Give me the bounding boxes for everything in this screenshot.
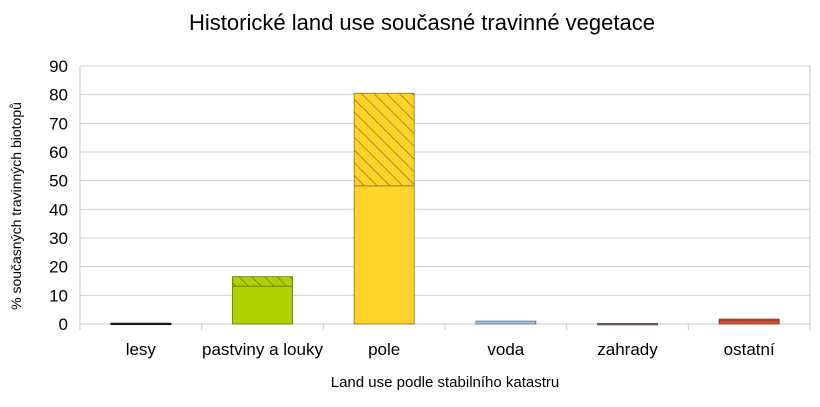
bar-solid-2	[232, 285, 293, 325]
bar-solid-4	[475, 320, 537, 325]
y-tick-label: 30	[49, 229, 68, 248]
y-tick-label: 10	[49, 286, 68, 305]
x-tick-label: ostatní	[724, 340, 775, 359]
y-tick-label: 90	[49, 57, 68, 76]
y-tick-label: 0	[59, 315, 68, 334]
bars	[110, 92, 780, 326]
bar-hatched-6	[718, 318, 780, 322]
x-axis-label: Land use podle stabilního katastru	[331, 374, 560, 391]
x-tick-label: voda	[487, 340, 524, 359]
bar-solid-5	[597, 323, 658, 326]
y-tick-label: 80	[49, 86, 68, 105]
bar-solid-1	[110, 322, 172, 326]
axes: 0 10 20 30 40 50 60 70 80 90 lesy pastviny a louky p…	[49, 57, 775, 359]
y-tick-label: 40	[49, 200, 68, 219]
y-axis-label: % současných travinných biotopů	[8, 102, 24, 310]
bar-hatched-3	[353, 92, 415, 187]
bar-solid-3	[353, 185, 415, 325]
x-tick-label: pole	[368, 340, 400, 359]
y-tick-label: 70	[49, 114, 68, 133]
y-tick-label: 20	[49, 258, 68, 277]
chart-title: Historické land use současné travinné ve…	[189, 10, 655, 35]
x-tick-label: zahrady	[597, 340, 658, 359]
bar-hatched-2	[232, 276, 293, 287]
bar-solid-6	[718, 320, 780, 325]
y-tick-label: 50	[49, 172, 68, 191]
x-tick-label: pastviny a louky	[202, 340, 323, 359]
grid	[79, 65, 811, 330]
y-tick-label: 60	[49, 143, 68, 162]
x-tick-label: lesy	[126, 340, 157, 359]
